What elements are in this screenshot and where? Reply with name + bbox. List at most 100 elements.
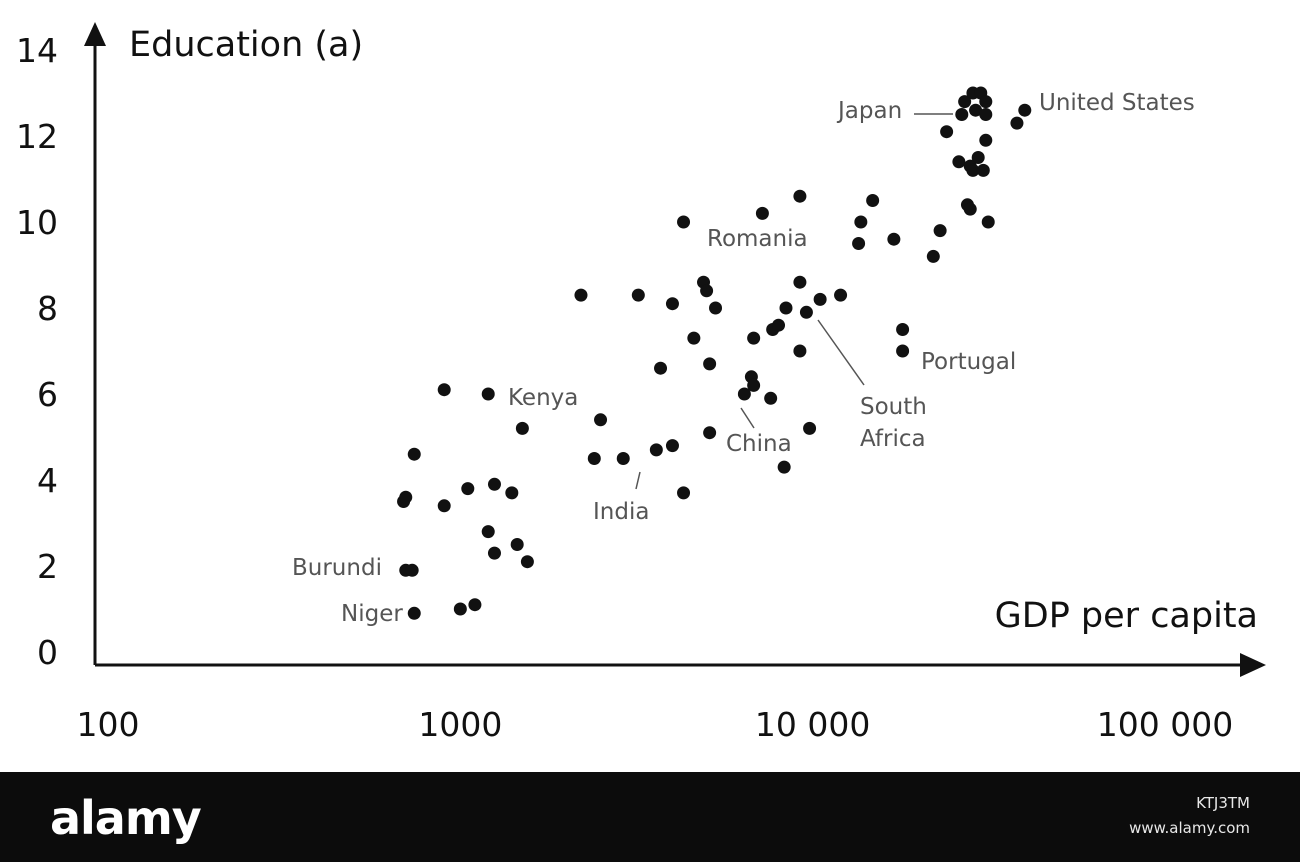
- scatter-point: [755, 206, 769, 220]
- scatter-point: [594, 413, 608, 427]
- scatter-point: [834, 288, 848, 302]
- x-tick-labels: 100 1000 10 000 100 000: [77, 705, 1234, 744]
- x-tick-label: 10 000: [755, 705, 870, 744]
- scatter-point: [854, 215, 868, 229]
- y-tick-label: 10: [16, 203, 58, 242]
- scatter-point: [793, 189, 807, 203]
- watermark-logo: alamy: [50, 791, 202, 845]
- y-axis-arrow: [84, 22, 106, 46]
- scatter-point: [481, 387, 495, 401]
- scatter-point: [461, 482, 475, 496]
- scatter-point: [779, 301, 793, 315]
- annotation-burundi: Burundi: [292, 555, 382, 581]
- scatter-point: [981, 215, 995, 229]
- annotation-japan: Japan: [836, 98, 902, 124]
- data-points: [397, 86, 1032, 620]
- x-tick-label: 1000: [418, 705, 502, 744]
- scatter-point: [654, 361, 668, 375]
- y-tick-labels: 0 2 4 6 8 10 12 14: [16, 31, 58, 672]
- scatter-point: [887, 232, 901, 246]
- scatter-point: [933, 224, 947, 238]
- scatter-point: [896, 344, 910, 358]
- scatter-point: [481, 525, 495, 539]
- annotation-united-states: United States: [1039, 90, 1195, 116]
- scatter-point: [764, 391, 778, 405]
- scatter-point: [407, 447, 421, 461]
- china-leader-line: [740, 407, 755, 429]
- scatter-point: [737, 387, 751, 401]
- scatter-point: [574, 288, 588, 302]
- scatter-point: [616, 452, 630, 465]
- scatter-point: [1010, 116, 1024, 130]
- scatter-point: [665, 297, 679, 311]
- scatter-point: [926, 249, 940, 263]
- scatter-point: [703, 357, 717, 371]
- scatter-point: [940, 125, 954, 139]
- scatter-point: [979, 133, 993, 147]
- scatter-point: [520, 555, 534, 569]
- annotation-south: South: [860, 394, 927, 420]
- scatter-point: [896, 323, 910, 336]
- y-tick-label: 6: [37, 375, 58, 414]
- y-tick-label: 8: [37, 289, 58, 328]
- scatter-point: [747, 378, 761, 392]
- scatter-point: [631, 288, 645, 302]
- south-africa-leader-line: [817, 319, 865, 386]
- scatter-point: [649, 443, 663, 457]
- scatter-point: [515, 421, 529, 435]
- scatter-point: [971, 151, 985, 164]
- annotation-china: China: [726, 431, 792, 457]
- scatter-point: [487, 546, 501, 560]
- scatter-point: [969, 103, 983, 117]
- annotation-kenya: Kenya: [508, 385, 578, 411]
- scatter-point: [703, 426, 717, 440]
- annotation-portugal: Portugal: [921, 349, 1016, 375]
- scatter-point: [437, 499, 451, 513]
- x-axis-arrow: [1240, 653, 1266, 677]
- scatter-point: [700, 284, 714, 298]
- scatter-point: [852, 237, 866, 250]
- scatter-point: [799, 305, 813, 319]
- watermark-band: [0, 772, 1300, 862]
- x-axis-title: GDP per capita: [995, 596, 1258, 636]
- annotation-india: India: [593, 499, 649, 525]
- scatter-point: [399, 490, 413, 504]
- scatter-point: [793, 275, 807, 289]
- scatter-point: [437, 383, 451, 397]
- x-tick-label: 100: [77, 705, 140, 744]
- scatter-point: [487, 477, 501, 491]
- annotation-niger: Niger: [341, 601, 403, 627]
- scatter-point: [772, 318, 786, 332]
- scatter-point: [405, 563, 419, 577]
- scatter-point: [407, 606, 421, 620]
- scatter-point: [747, 331, 761, 345]
- scatter-point: [803, 421, 817, 435]
- scatter-point: [505, 486, 519, 500]
- watermark-image-id: KTJ3TM: [1196, 794, 1250, 812]
- scatter-point: [966, 163, 980, 177]
- scatter-point: [510, 538, 524, 551]
- y-tick-label: 0: [37, 633, 58, 672]
- scatter-point: [952, 155, 966, 169]
- scatter-point: [793, 344, 807, 358]
- scatter-point: [709, 301, 723, 315]
- y-axis-title: Education (a): [129, 25, 363, 65]
- scatter-point: [955, 108, 969, 121]
- y-tick-label: 12: [16, 117, 58, 156]
- y-tick-label: 14: [16, 31, 58, 70]
- scatter-point: [453, 602, 467, 616]
- y-tick-label: 4: [37, 461, 58, 500]
- scatter-point: [976, 163, 990, 177]
- scatter-point: [866, 194, 880, 207]
- scatter-point: [677, 486, 691, 500]
- scatter-point: [979, 108, 993, 121]
- watermark-url: www.alamy.com: [1129, 819, 1250, 837]
- scatter-point: [665, 439, 679, 453]
- scatter-point: [979, 95, 993, 109]
- scatter-point: [687, 331, 701, 345]
- x-tick-label: 100 000: [1097, 705, 1233, 744]
- scatter-point: [1018, 103, 1032, 117]
- annotation-romania: Romania: [707, 226, 808, 252]
- scatter-point: [813, 292, 827, 306]
